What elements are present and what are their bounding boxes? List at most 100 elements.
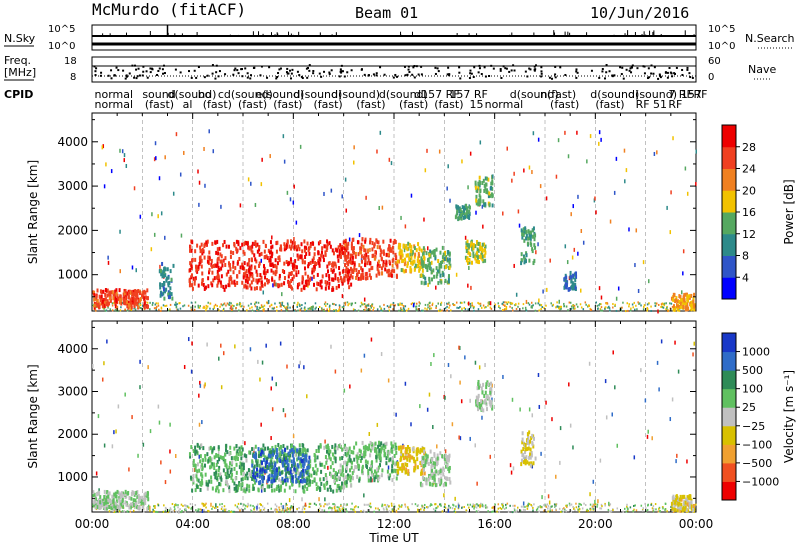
scatter-cell — [392, 508, 394, 510]
scatter-cell — [259, 503, 261, 505]
scatter-cell — [258, 302, 260, 304]
echo-cell — [484, 259, 486, 263]
scatter-cell — [656, 302, 658, 304]
echo-cell — [254, 287, 256, 291]
scatter-cell — [569, 504, 571, 506]
echo-cell — [209, 268, 211, 272]
freq-sample — [278, 68, 280, 70]
scatter-cell — [335, 510, 337, 512]
freq-sample — [575, 68, 577, 70]
echo-cell — [397, 259, 399, 263]
echo-cell — [542, 290, 544, 294]
echo-cell — [306, 394, 308, 398]
echo-cell — [291, 287, 293, 291]
echo-cell — [158, 405, 160, 409]
scatter-cell — [650, 306, 652, 308]
echo-cell — [127, 295, 129, 299]
echo-cell — [459, 381, 461, 385]
echo-cell — [419, 266, 421, 270]
freq-sample — [191, 77, 193, 79]
echo-cell — [519, 224, 521, 228]
scatter-cell — [445, 307, 447, 309]
scatter-cell — [232, 305, 234, 307]
colorbar-segment — [722, 125, 736, 147]
freq-sample — [692, 77, 694, 79]
echo-cell — [391, 478, 393, 482]
echo-cell — [422, 269, 424, 273]
colorbar-segment — [722, 277, 736, 299]
echo-cell — [427, 246, 429, 250]
echo-cell — [215, 488, 217, 492]
scatter-cell — [174, 504, 176, 506]
scatter-cell — [158, 305, 160, 307]
scatter-cell — [149, 302, 151, 304]
echo-cell — [472, 246, 474, 250]
scatter-cell — [335, 304, 337, 306]
echo-cell — [638, 289, 640, 293]
echo-cell — [332, 261, 334, 265]
echo-cell — [157, 214, 159, 218]
echo-cell — [286, 461, 288, 465]
echo-cell — [598, 142, 600, 146]
scatter-cell — [281, 309, 283, 311]
freq-sample — [247, 77, 249, 79]
echo-cell — [130, 302, 132, 306]
scatter-cell — [424, 504, 426, 506]
freq-sample — [290, 77, 292, 79]
scatter-cell — [166, 508, 168, 510]
echo-cell — [130, 497, 132, 501]
scatter-cell — [261, 304, 263, 306]
echo-cell — [228, 466, 230, 470]
echo-cell — [256, 506, 258, 510]
scatter-cell — [422, 310, 424, 312]
echo-cell — [365, 272, 367, 276]
scatter-cell — [450, 309, 452, 311]
echo-cell — [690, 303, 692, 307]
echo-cell — [320, 254, 322, 258]
scatter-cell — [201, 503, 203, 505]
echo-cell — [329, 261, 331, 265]
freq-sample — [188, 70, 190, 72]
echo-cell — [234, 266, 236, 270]
echo-cell — [342, 473, 344, 477]
scatter-cell — [298, 507, 300, 509]
freq-sample — [676, 67, 678, 69]
echo-cell — [180, 173, 182, 177]
echo-cell — [573, 204, 575, 208]
echo-cell — [259, 273, 261, 277]
echo-cell — [448, 363, 450, 367]
freq-sample — [373, 73, 375, 75]
echo-cell — [255, 445, 257, 449]
echo-cell — [280, 446, 282, 450]
echo-cell — [239, 465, 241, 469]
echo-cell — [577, 252, 579, 256]
echo-cell — [534, 233, 536, 237]
echo-cell — [437, 281, 439, 285]
echo-cell — [467, 185, 469, 189]
echo-cell — [440, 265, 442, 269]
scatter-cell — [635, 305, 637, 307]
echo-cell — [298, 255, 300, 259]
echo-cell — [270, 460, 272, 464]
echo-cell — [230, 277, 232, 281]
echo-cell — [419, 404, 421, 408]
echo-cell — [464, 355, 466, 359]
scatter-cell — [380, 309, 382, 311]
echo-cell — [244, 261, 246, 265]
echo-cell — [427, 408, 429, 412]
echo-cell — [140, 297, 142, 301]
freq-sample — [291, 69, 293, 71]
echo-cell — [533, 226, 535, 230]
scatter-cell — [487, 305, 489, 307]
echo-cell — [163, 282, 165, 286]
echo-cell — [128, 292, 130, 296]
echo-cell — [251, 464, 253, 468]
echo-cell — [295, 474, 297, 478]
echo-cell — [349, 447, 351, 451]
echo-cell — [362, 245, 364, 249]
echo-cell — [678, 370, 680, 374]
scatter-cell — [502, 309, 504, 311]
scatter-cell — [650, 310, 652, 312]
scatter-cell — [470, 303, 472, 305]
echo-cell — [476, 251, 478, 255]
